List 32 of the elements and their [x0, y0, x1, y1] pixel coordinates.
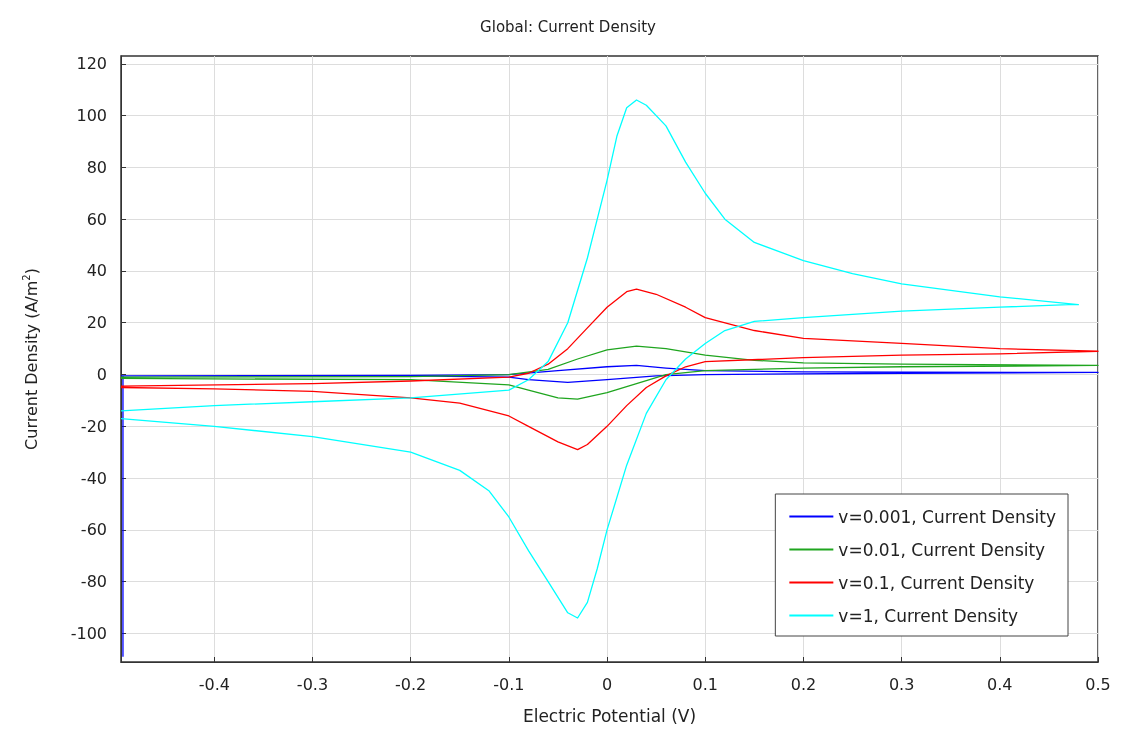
- y-tick-label: 40: [86, 261, 107, 281]
- y-tick-label: 100: [76, 106, 107, 126]
- x-tick-label: -0.4: [198, 674, 230, 694]
- legend-label: v=0.01, Current Density: [838, 539, 1046, 560]
- y-tick-label: 60: [86, 209, 107, 229]
- x-axis-title: Electric Potential (V): [522, 705, 697, 726]
- y-tick-label: -100: [70, 624, 107, 644]
- legend-label: v=0.1, Current Density: [838, 572, 1035, 593]
- x-tick-label: -0.1: [493, 674, 525, 694]
- x-tick-label: -0.2: [395, 674, 427, 694]
- x-tick-label: 0.4: [987, 674, 1013, 694]
- y-tick-label: 80: [86, 157, 107, 177]
- y-tick-label: -20: [80, 416, 107, 436]
- legend-label: v=1, Current Density: [838, 605, 1019, 626]
- y-axis-title: Current Density (A/m2): [20, 268, 41, 450]
- line-series: [120, 288, 1099, 451]
- y-tick-label: 20: [86, 313, 107, 333]
- y-tick-label: 120: [76, 54, 107, 74]
- y-tick-label: -80: [80, 572, 107, 592]
- chart-title: Global: Current Density: [480, 17, 657, 36]
- legend-label: v=0.001, Current Density: [838, 506, 1057, 527]
- y-tick-label: -60: [80, 520, 107, 540]
- x-tick-label: 0.3: [888, 674, 915, 694]
- x-tick-label: 0: [601, 674, 613, 694]
- line-series: [120, 364, 1099, 658]
- x-tick-label: 0.5: [1085, 674, 1111, 694]
- x-tick-label: 0.1: [692, 674, 718, 694]
- y-tick-label: 0: [96, 365, 107, 385]
- x-tick-label: 0.2: [790, 674, 817, 694]
- y-tick-label: -40: [80, 468, 107, 488]
- line-series: [120, 345, 1099, 400]
- x-tick-label: -0.3: [296, 674, 329, 694]
